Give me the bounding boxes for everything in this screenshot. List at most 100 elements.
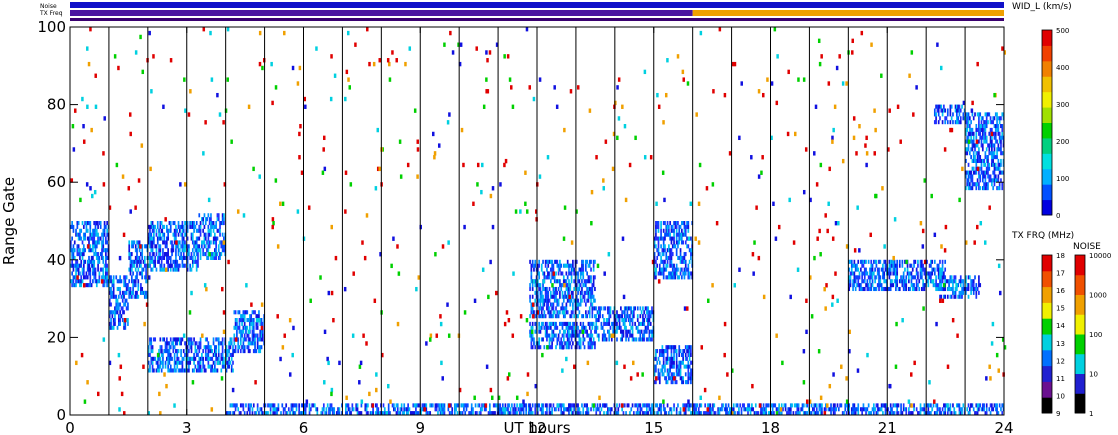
echo-cell [108,298,111,303]
echo-cell [216,228,219,233]
echo-cell [103,221,106,226]
echo-cell [570,279,573,284]
echo-cell [994,162,997,167]
echo-cell [202,217,205,222]
echo-cell [561,290,564,295]
echo-cell [138,263,141,268]
echo-cell [918,411,921,416]
echo-cell [590,329,592,334]
echo-cell [129,294,132,299]
echo-cell [673,221,675,226]
echo-cell [648,321,651,326]
echo-cell [605,403,608,408]
echo-cell [245,325,247,330]
scatter-cell [777,224,781,230]
echo-cell [967,112,970,117]
echo-cell [874,286,876,292]
echo-cell [151,228,154,233]
echo-cell [592,263,595,268]
scatter-cell [621,236,625,241]
scatter-cell [831,302,834,307]
echo-cell [99,252,102,257]
echo-cell [228,341,230,346]
echo-cell [673,228,675,233]
echo-cell [552,286,555,292]
echo-cell [211,221,214,226]
echo-cell [539,325,542,330]
echo-cell [540,337,543,342]
echo-cell [175,267,177,272]
echo-cell [239,333,242,338]
echo-cell [542,294,544,299]
echo-cell [607,318,609,323]
echo-cell [155,252,158,257]
echo-cell [565,286,568,292]
echo-cell [985,186,988,191]
echo-cell [167,228,169,233]
echo-cell [182,255,185,260]
echo-cell [709,407,712,412]
echo-cell [90,283,93,288]
echo-cell [679,364,682,369]
echo-cell [171,240,173,245]
scatter-cell [824,213,827,218]
echo-cell [949,108,952,113]
echo-cell [551,407,553,412]
echo-cell [105,248,107,253]
echo-cell [657,236,660,241]
echo-cell [673,267,675,272]
echo-cell [994,131,997,136]
echo-cell [207,213,210,218]
echo-cell [725,407,727,412]
echo-cell [603,337,605,342]
echo-cell [657,252,660,257]
echo-cell [367,403,369,408]
echo-cell [849,279,852,284]
scatter-cell [434,252,437,257]
echo-cell [150,221,153,226]
echo-cell [618,403,621,408]
echo-cell [911,267,914,272]
echo-cell [120,306,123,311]
scatter-cell [837,221,840,226]
echo-cell [542,321,544,326]
scatter-cell [657,104,661,109]
echo-cell [548,275,551,280]
echo-cell [75,228,77,233]
echo-cell [325,407,328,412]
echo-cell [678,411,681,416]
echo-cell [105,240,107,245]
echo-cell [987,186,989,191]
echo-cell [919,411,922,416]
echo-cell [943,275,945,280]
scatter-cell [697,240,701,245]
echo-cell [551,329,553,334]
echo-cell [175,349,177,354]
echo-cell [98,236,101,241]
echo-cell [551,275,553,280]
echo-cell [687,275,690,280]
echo-cell [900,411,902,416]
echo-cell [614,321,617,326]
echo-cell [182,368,185,373]
echo-cell [239,403,242,408]
scatter-cell [443,42,446,47]
echo-cell [884,407,887,412]
echo-cell [130,252,133,257]
scatter-cell [179,182,182,187]
echo-cell [176,349,179,354]
echo-cell [329,411,332,416]
echo-cell [184,255,186,260]
echo-cell [201,352,203,357]
echo-cell [105,275,107,280]
echo-cell [156,364,159,369]
echo-cell [191,341,194,346]
scatter-cell [147,263,150,269]
echo-cell [889,279,892,284]
echo-cell [860,283,862,288]
echo-cell [622,411,625,416]
echo-cell [968,174,971,179]
scatter-cell [654,267,657,272]
echo-cell [935,403,937,408]
echo-cell [247,345,250,350]
